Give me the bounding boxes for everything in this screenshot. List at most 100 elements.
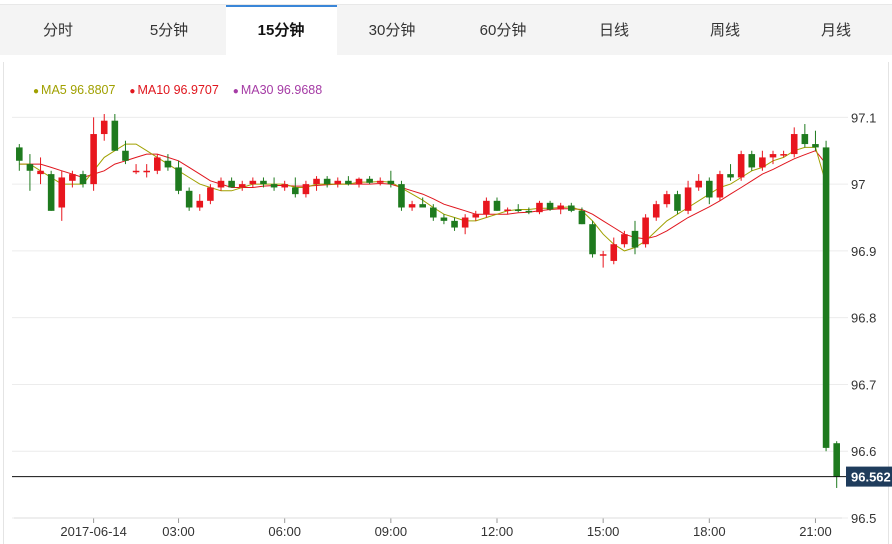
candle-body xyxy=(546,202,554,210)
y-tick-label: 97 xyxy=(851,177,865,192)
candle-body xyxy=(69,174,76,181)
tab-1[interactable]: 5分钟 xyxy=(149,22,189,39)
candle-body xyxy=(207,187,214,201)
legend-name: MA10 xyxy=(137,83,171,97)
candle-body xyxy=(281,184,288,188)
candle-body xyxy=(706,180,713,198)
candle-body xyxy=(58,177,66,208)
legend-item-ma5: ● MA5 96.8807 xyxy=(33,83,115,97)
candle-body xyxy=(185,190,193,208)
candle-body xyxy=(26,164,34,171)
legend-dot-icon: ● xyxy=(33,86,40,97)
candle-body xyxy=(111,120,119,151)
y-tick-label: 96.9 xyxy=(851,244,876,259)
candle-body xyxy=(663,194,671,205)
candle-body xyxy=(769,154,777,158)
legend-dot-icon: ● xyxy=(129,86,136,97)
tab-5[interactable]: 日线 xyxy=(598,22,629,39)
candle-body xyxy=(790,134,798,155)
candle-body xyxy=(387,180,395,185)
ma-legend: ● MA5 96.8807 ● MA10 96.9707 ● MA30 96.9688 xyxy=(33,83,336,97)
candle-body xyxy=(398,184,405,208)
candle-body xyxy=(652,204,660,218)
candle-body xyxy=(228,180,235,188)
candle-body xyxy=(621,234,628,245)
candle-body xyxy=(217,180,225,188)
chart-frame xyxy=(3,62,889,544)
candle-body xyxy=(37,170,44,175)
candle-body xyxy=(196,200,204,208)
candle-body xyxy=(525,210,533,213)
ma10-line xyxy=(19,150,827,240)
tab-0[interactable]: 分时 xyxy=(42,22,73,39)
candle-body xyxy=(504,209,511,212)
candle-body xyxy=(568,205,575,211)
candle-body xyxy=(270,184,278,188)
candle-body xyxy=(493,200,501,211)
last-price-label: 96.562 xyxy=(851,470,891,485)
candle-body xyxy=(461,217,469,228)
candle-body xyxy=(164,160,172,168)
candle-body xyxy=(334,180,342,185)
tab-4[interactable]: 60分钟 xyxy=(479,22,527,39)
candle-body xyxy=(642,217,649,245)
candle-body xyxy=(674,194,681,211)
y-tick-label: 97.1 xyxy=(851,110,876,125)
y-tick-label: 96.7 xyxy=(851,377,876,392)
candle-body xyxy=(249,180,257,185)
candle-body xyxy=(345,180,352,185)
x-tick-label: 09:00 xyxy=(375,524,408,539)
candle-body xyxy=(79,174,87,185)
candle-body xyxy=(812,144,819,148)
candle-body xyxy=(610,244,618,261)
y-tick-label: 96.8 xyxy=(851,311,876,326)
x-tick-label: 12:00 xyxy=(481,524,514,539)
tab-6[interactable]: 周线 xyxy=(709,22,740,39)
period-tab-bar: 分时 5分钟 15分钟 30分钟 60分钟 日线 周线 月线 xyxy=(0,4,892,56)
candle-body xyxy=(408,204,416,208)
candle-body xyxy=(557,205,564,210)
last-price-badge xyxy=(846,466,892,487)
candle-body xyxy=(536,202,543,213)
x-tick-label: 15:00 xyxy=(587,524,620,539)
candle-body xyxy=(355,178,363,185)
candle-body xyxy=(759,157,766,168)
legend-item-ma10: ● MA10 96.9707 xyxy=(129,83,218,97)
candle-body xyxy=(376,180,384,183)
candle-body xyxy=(122,150,129,161)
candle-body xyxy=(143,170,150,173)
candle-body xyxy=(801,134,809,145)
tab-3[interactable]: 30分钟 xyxy=(368,22,416,39)
legend-item-ma30: ● MA30 96.9688 xyxy=(233,83,322,97)
candle-body xyxy=(366,178,373,183)
legend-value: 96.9688 xyxy=(276,83,323,97)
candle-body xyxy=(737,154,745,178)
candle-body xyxy=(727,174,734,178)
tab-7[interactable]: 月线 xyxy=(820,22,851,39)
candle-body xyxy=(780,154,787,156)
candle-body xyxy=(47,174,55,211)
candle-body xyxy=(100,120,108,135)
candle-body xyxy=(419,204,426,208)
candle-body xyxy=(483,200,490,215)
legend-value: 96.9707 xyxy=(173,83,219,97)
legend-name: MA30 xyxy=(240,83,274,97)
candle-body xyxy=(578,210,586,225)
legend-name: MA5 xyxy=(41,83,67,97)
candle-body xyxy=(472,214,480,218)
candle-body xyxy=(154,157,161,171)
candle-body xyxy=(313,178,320,185)
x-tick-label: 06:00 xyxy=(268,524,301,539)
candle-body xyxy=(631,230,639,248)
candle-body xyxy=(302,184,310,195)
candle-body xyxy=(822,147,830,448)
candle-body xyxy=(440,217,448,221)
candle-body xyxy=(238,184,246,188)
candle-body xyxy=(175,167,182,191)
candle-body xyxy=(589,224,596,255)
tab-2[interactable]: 15分钟 xyxy=(225,5,337,56)
candle-body xyxy=(260,180,267,185)
candle-body xyxy=(132,170,140,173)
candle-body xyxy=(451,220,458,228)
candle-body xyxy=(430,207,437,218)
